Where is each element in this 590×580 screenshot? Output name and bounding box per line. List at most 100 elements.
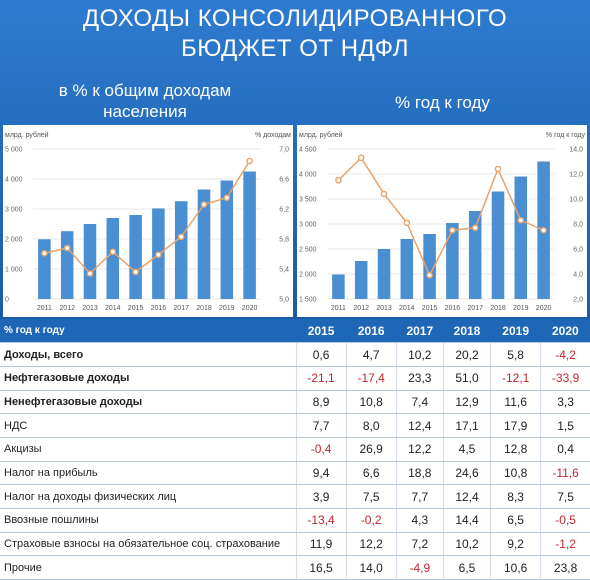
table-row-label: Налог на прибыль bbox=[0, 461, 296, 486]
table-cell-2015: 9,4 bbox=[295, 461, 347, 486]
chart-right-panel: млрд. рублей % год к году 1 500 2 000 2 500 3… bbox=[297, 125, 587, 317]
table-body: Доходы, всего 0,6 4,7 10,2 20,2 5,8 -4,2 Нефтег… bbox=[0, 342, 590, 580]
table-row: Акцизы -0,4 26,9 12,2 4,5 12,8 0,4 bbox=[0, 437, 590, 462]
line-point-2015 bbox=[426, 271, 433, 279]
table-cell-2015: 16,5 bbox=[295, 555, 347, 580]
table-cell-2016: 7,5 bbox=[345, 484, 397, 509]
table-cell-2016: -17,4 bbox=[345, 366, 397, 391]
line-point-2011 bbox=[41, 249, 48, 257]
table-row: Нефтегазовые доходы -21,1 -17,4 23,3 51,0 -12… bbox=[0, 366, 590, 391]
table-cell-2016: 14,0 bbox=[345, 555, 397, 580]
table-cell-2016: 12,2 bbox=[345, 532, 397, 557]
line-point-2014 bbox=[403, 219, 411, 227]
table-row-label: Акцизы bbox=[0, 437, 296, 462]
chart-left: млрд. рублей % доходам 0 1 000 2 000 3 000 4 0… bbox=[5, 131, 291, 312]
left-chart-subtitle: в % к общим доходам населения bbox=[10, 80, 280, 122]
table-cell-2015: 3,9 bbox=[295, 484, 347, 509]
table-cell-2020: 23,8 bbox=[540, 555, 590, 580]
right-tick-label: 7,0 bbox=[279, 147, 289, 154]
table-cell-2018: 6,5 bbox=[442, 555, 491, 580]
table-row-label: Ненефтегазовые доходы bbox=[0, 390, 296, 415]
bar-2016 bbox=[446, 223, 459, 299]
right-tick-label: 10,0 bbox=[569, 197, 583, 204]
left-subtitle-line-2: населения bbox=[103, 102, 187, 121]
table-cell-2019: 9,2 bbox=[490, 532, 541, 557]
right-axis-label: % доходам bbox=[255, 132, 291, 139]
table-cell-2016: 26,9 bbox=[345, 437, 397, 462]
data-table-container: % год к году 2015 2016 2017 2018 2019 2020 До… bbox=[0, 319, 590, 580]
left-tick-label: 3 500 bbox=[299, 197, 317, 204]
line-point-2014 bbox=[109, 248, 117, 256]
table-cell-2019: 6,5 bbox=[490, 508, 541, 533]
table-cell-2019: -12,1 bbox=[490, 366, 541, 391]
table-header-year-2015: 2015 bbox=[296, 319, 347, 344]
x-tick-label: 2015 bbox=[128, 305, 144, 312]
right-tick-label: 6,0 bbox=[573, 247, 583, 254]
table-cell-2018: 20,2 bbox=[442, 342, 491, 367]
left-axis-label: млрд. рублей bbox=[5, 131, 49, 139]
line-point-2013 bbox=[86, 270, 94, 277]
series-line bbox=[44, 160, 251, 275]
table-row-label: Доходы, всего bbox=[0, 342, 296, 367]
line-point-2013 bbox=[380, 190, 388, 198]
table-row: Налог на доходы физических лиц 3,9 7,5 7,7 1… bbox=[0, 484, 590, 509]
line-point-2018 bbox=[494, 165, 502, 173]
table-row-label: Нефтегазовые доходы bbox=[0, 366, 296, 391]
x-tick-label: 2013 bbox=[376, 305, 392, 312]
table-cell-2020: 7,5 bbox=[540, 484, 590, 509]
table-cell-2015: 8,9 bbox=[295, 390, 347, 415]
table-cell-2016: -0,2 bbox=[345, 508, 397, 533]
bar-2018 bbox=[491, 191, 505, 299]
table-cell-2019: 10,6 bbox=[490, 555, 541, 580]
table-cell-2019: 12,8 bbox=[490, 437, 541, 462]
x-tick-label: 2012 bbox=[59, 305, 75, 312]
table-cell-2020: -4,2 bbox=[540, 342, 590, 367]
table-row-label: Ввозные пошлины bbox=[0, 508, 296, 533]
line-point-2015 bbox=[132, 268, 139, 276]
x-tick-label: 2019 bbox=[219, 305, 235, 312]
table-header-year-2019: 2019 bbox=[490, 319, 541, 344]
bar-2015 bbox=[423, 234, 436, 299]
left-tick-label: 1 500 bbox=[299, 297, 317, 304]
bar-2014 bbox=[400, 239, 414, 299]
table-cell-2017: 7,2 bbox=[395, 532, 444, 557]
line-point-2012 bbox=[63, 244, 71, 252]
bar-2019 bbox=[220, 180, 234, 299]
table-cell-2019: 5,8 bbox=[490, 342, 541, 367]
right-tick-label: 4,0 bbox=[573, 272, 583, 279]
line-point-2011 bbox=[335, 176, 342, 184]
bar-2012 bbox=[354, 261, 368, 299]
table-header-year-2017: 2017 bbox=[396, 319, 444, 344]
line-point-2016 bbox=[155, 251, 162, 259]
table-cell-2017: 7,4 bbox=[395, 390, 444, 415]
right-tick-label: 6,6 bbox=[279, 177, 289, 184]
table-cell-2020: 0,4 bbox=[540, 437, 590, 462]
table-cell-2018: 24,6 bbox=[442, 461, 491, 486]
bar-2015 bbox=[129, 215, 142, 299]
x-tick-label: 2014 bbox=[105, 305, 121, 312]
table-row-label: Прочие bbox=[0, 555, 296, 580]
table-row: НДС 7,7 8,0 12,4 17,1 17,9 1,5 bbox=[0, 413, 590, 438]
table-row-label: Налог на доходы физических лиц bbox=[0, 484, 296, 509]
bar-2017 bbox=[174, 201, 188, 299]
right-chart-subtitle: % год к году bbox=[395, 93, 490, 112]
chart-right: млрд. рублей % год к году 1 500 2 000 2 500 3… bbox=[299, 131, 585, 312]
table-cell-2015: 7,7 bbox=[295, 413, 347, 438]
x-tick-label: 2019 bbox=[513, 305, 529, 312]
table-cell-2018: 12,4 bbox=[442, 484, 491, 509]
x-tick-label: 2018 bbox=[490, 305, 506, 312]
table-cell-2020: -1,2 bbox=[540, 532, 590, 557]
x-tick-label: 2018 bbox=[196, 305, 212, 312]
table-cell-2017: 23,3 bbox=[395, 366, 444, 391]
table-header-label: % год к году bbox=[0, 319, 296, 344]
left-subtitle-line-1: в % к общим доходам bbox=[58, 81, 232, 100]
table-cell-2016: 6,6 bbox=[345, 461, 397, 486]
line-point-2018 bbox=[200, 201, 208, 208]
table-cell-2017: 12,2 bbox=[395, 437, 444, 462]
table-row: Доходы, всего 0,6 4,7 10,2 20,2 5,8 -4,2 bbox=[0, 342, 590, 367]
bar-2011 bbox=[332, 274, 345, 299]
x-tick-label: 2016 bbox=[151, 305, 167, 312]
table-cell-2020: -11,6 bbox=[540, 461, 590, 486]
left-tick-label: 4 500 bbox=[299, 147, 317, 154]
table-cell-2017: 7,7 bbox=[395, 484, 444, 509]
